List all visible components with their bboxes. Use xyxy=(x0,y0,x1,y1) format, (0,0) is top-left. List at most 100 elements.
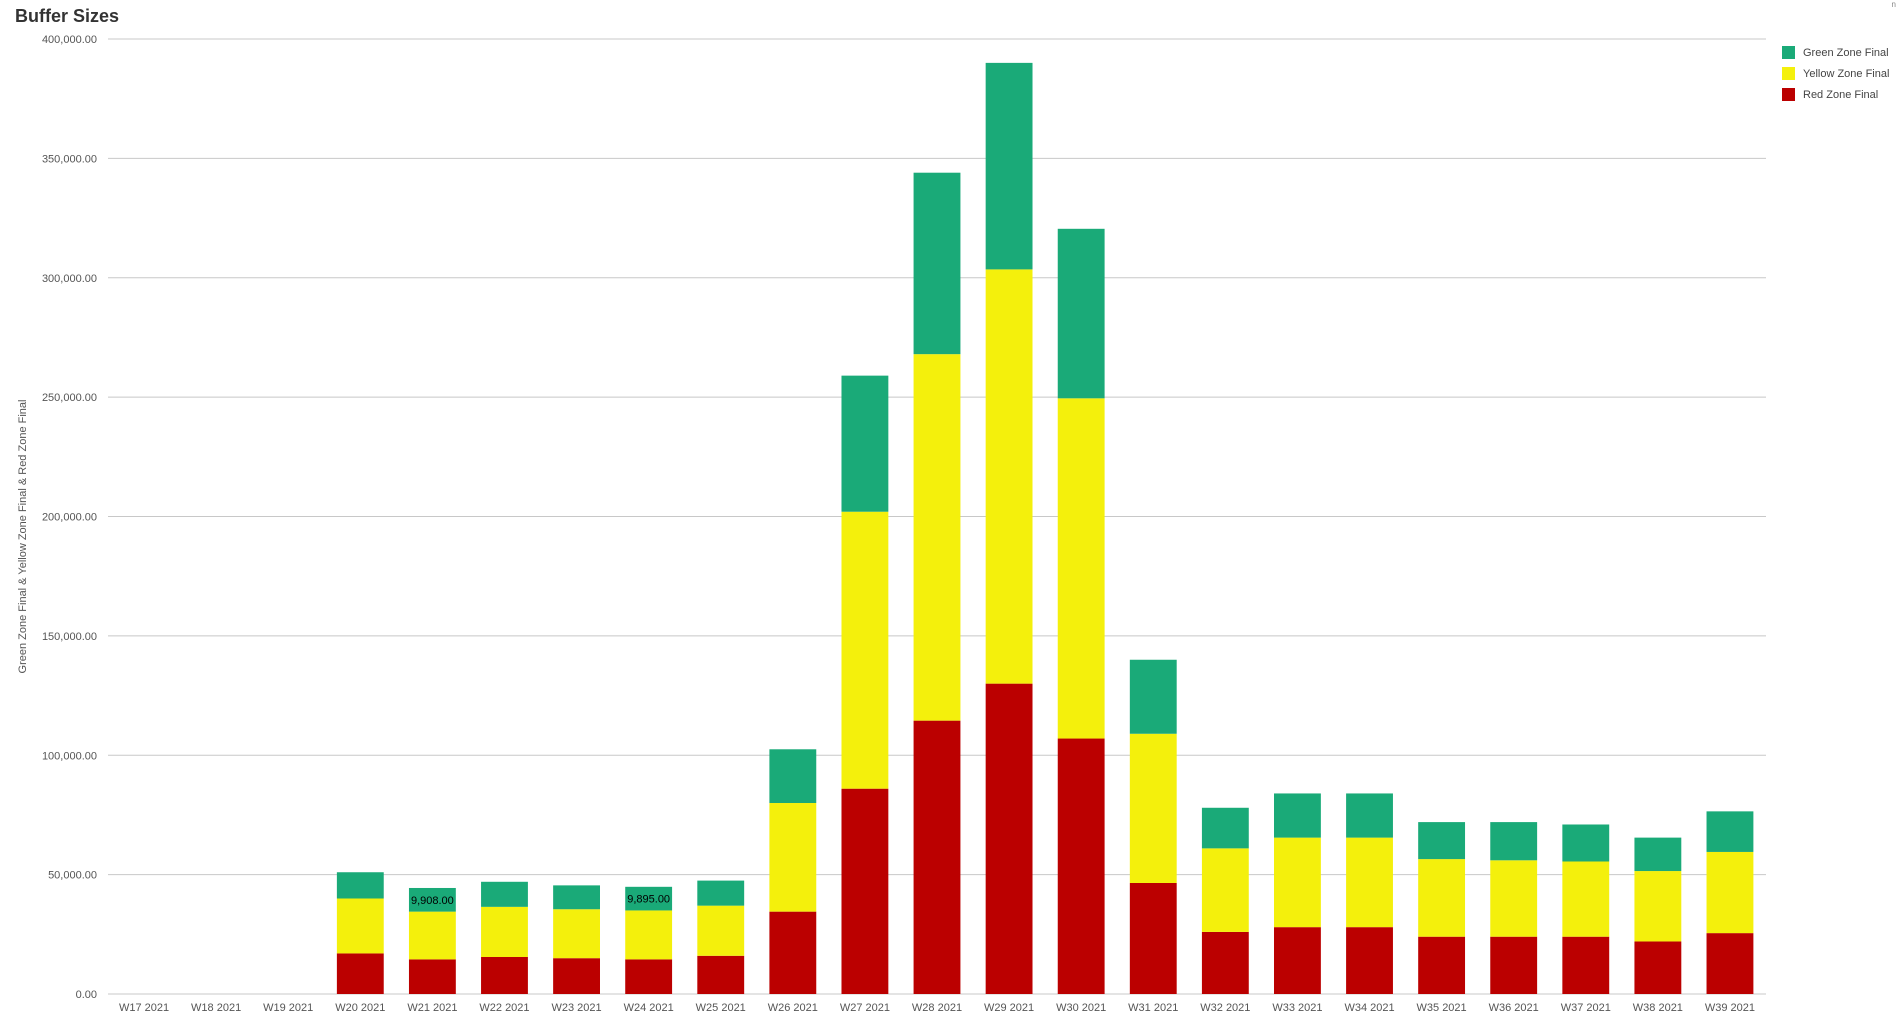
bar-yellow-zone-final-w26-2021[interactable] xyxy=(769,803,817,912)
legend-item-yellow-zone-final[interactable]: Yellow Zone Final xyxy=(1782,63,1889,84)
bar-green-zone-final-w20-2021[interactable] xyxy=(336,872,384,899)
bar-yellow-zone-final-w32-2021[interactable] xyxy=(1201,848,1249,932)
bar-green-zone-final-w38-2021[interactable] xyxy=(1634,837,1682,872)
x-tick-label: W21 2021 xyxy=(407,1002,457,1014)
legend-item-red-zone-final[interactable]: Red Zone Final xyxy=(1782,84,1889,105)
bar-red-zone-final-w30-2021[interactable] xyxy=(1057,738,1105,994)
bar-yellow-zone-final-w25-2021[interactable] xyxy=(697,905,745,956)
bar-green-zone-final-w32-2021[interactable] xyxy=(1201,807,1249,849)
legend-label: Red Zone Final xyxy=(1803,88,1879,101)
bar-yellow-zone-final-w28-2021[interactable] xyxy=(913,354,961,721)
y-tick-label: 300,000.00 xyxy=(42,273,97,285)
bar-red-zone-final-w25-2021[interactable] xyxy=(697,955,745,994)
bar-red-zone-final-w28-2021[interactable] xyxy=(913,720,961,994)
x-tick-label: W18 2021 xyxy=(191,1002,241,1014)
x-tick-label: W17 2021 xyxy=(119,1002,169,1014)
bar-red-zone-final-w27-2021[interactable] xyxy=(841,788,889,994)
bar-yellow-zone-final-w29-2021[interactable] xyxy=(985,269,1033,684)
y-tick-label: 50,000.00 xyxy=(48,870,97,882)
bar-red-zone-final-w36-2021[interactable] xyxy=(1490,936,1538,994)
bar-green-zone-final-w22-2021[interactable] xyxy=(481,881,528,907)
bar-yellow-zone-final-w30-2021[interactable] xyxy=(1057,398,1105,739)
bar-red-zone-final-w23-2021[interactable] xyxy=(553,958,600,994)
x-tick-label: W27 2021 xyxy=(840,1002,890,1014)
bar-yellow-zone-final-w22-2021[interactable] xyxy=(481,906,528,957)
bar-red-zone-final-w26-2021[interactable] xyxy=(769,911,817,994)
x-tick-label: W32 2021 xyxy=(1200,1002,1250,1014)
data-label: 9,908.00 xyxy=(411,895,454,907)
x-tick-label: W24 2021 xyxy=(624,1002,674,1014)
bar-green-zone-final-w21-2021[interactable] xyxy=(408,887,456,912)
bar-red-zone-final-w22-2021[interactable] xyxy=(481,956,528,994)
x-tick-label: W38 2021 xyxy=(1633,1002,1683,1014)
x-tick-label: W20 2021 xyxy=(335,1002,385,1014)
bar-red-zone-final-w24-2021[interactable] xyxy=(625,959,673,994)
bar-yellow-zone-final-w37-2021[interactable] xyxy=(1562,861,1610,937)
bar-red-zone-final-w38-2021[interactable] xyxy=(1634,941,1682,994)
chart-title: Buffer Sizes xyxy=(15,6,120,26)
bar-green-zone-final-w31-2021[interactable] xyxy=(1129,659,1177,734)
bar-green-zone-final-w26-2021[interactable] xyxy=(769,749,817,803)
bar-green-zone-final-w27-2021[interactable] xyxy=(841,375,889,512)
legend-swatch xyxy=(1782,67,1795,80)
x-tick-label: W29 2021 xyxy=(984,1002,1034,1014)
y-tick-label: 400,000.00 xyxy=(42,34,97,46)
bar-yellow-zone-final-w35-2021[interactable] xyxy=(1418,859,1466,937)
bar-yellow-zone-final-w36-2021[interactable] xyxy=(1490,860,1538,937)
x-tick-label: W31 2021 xyxy=(1128,1002,1178,1014)
bar-green-zone-final-w23-2021[interactable] xyxy=(553,885,600,910)
legend[interactable]: Green Zone Final Yellow Zone Final Red Zon… xyxy=(1782,42,1889,105)
legend-label: Yellow Zone Final xyxy=(1803,67,1890,80)
bar-red-zone-final-w20-2021[interactable] xyxy=(336,953,384,994)
bar-red-zone-final-w32-2021[interactable] xyxy=(1201,931,1249,994)
bar-green-zone-final-w24-2021[interactable] xyxy=(625,886,673,911)
bar-red-zone-final-w33-2021[interactable] xyxy=(1274,927,1321,994)
data-label: 9,895.00 xyxy=(627,894,670,906)
bar-red-zone-final-w31-2021[interactable] xyxy=(1129,882,1177,994)
x-tick-label: W22 2021 xyxy=(479,1002,529,1014)
legend-swatch xyxy=(1782,46,1795,59)
bar-red-zone-final-w21-2021[interactable] xyxy=(408,959,456,994)
x-tick-label: W36 2021 xyxy=(1489,1002,1539,1014)
bar-red-zone-final-w35-2021[interactable] xyxy=(1418,936,1466,994)
bar-red-zone-final-w34-2021[interactable] xyxy=(1346,927,1393,994)
x-tick-label: W33 2021 xyxy=(1272,1002,1322,1014)
legend-item-green-zone-final[interactable]: Green Zone Final xyxy=(1782,42,1889,63)
bar-yellow-zone-final-w23-2021[interactable] xyxy=(553,909,600,959)
y-tick-label: 200,000.00 xyxy=(42,512,97,524)
bar-yellow-zone-final-w34-2021[interactable] xyxy=(1346,837,1393,928)
bar-layer xyxy=(336,62,1754,994)
bar-green-zone-final-w34-2021[interactable] xyxy=(1346,793,1393,838)
bar-red-zone-final-w37-2021[interactable] xyxy=(1562,936,1610,994)
label-layer: 9,908.00 9,895.00 xyxy=(411,894,670,907)
bar-green-zone-final-w25-2021[interactable] xyxy=(697,880,745,906)
y-tick-label: 150,000.00 xyxy=(42,631,97,643)
bar-yellow-zone-final-w24-2021[interactable] xyxy=(625,910,673,960)
bar-yellow-zone-final-w21-2021[interactable] xyxy=(408,911,456,960)
bar-green-zone-final-w28-2021[interactable] xyxy=(913,172,961,355)
bar-yellow-zone-final-w39-2021[interactable] xyxy=(1706,851,1754,934)
bar-red-zone-final-w39-2021[interactable] xyxy=(1706,933,1754,994)
x-tick-label: W19 2021 xyxy=(263,1002,313,1014)
y-axis-title: Green Zone Final & Yellow Zone Final & R… xyxy=(17,400,29,674)
x-tick-label: W25 2021 xyxy=(696,1002,746,1014)
bar-green-zone-final-w39-2021[interactable] xyxy=(1706,811,1754,852)
bar-yellow-zone-final-w31-2021[interactable] xyxy=(1129,733,1177,883)
bar-green-zone-final-w35-2021[interactable] xyxy=(1418,822,1466,860)
x-tick-label: W30 2021 xyxy=(1056,1002,1106,1014)
bar-yellow-zone-final-w20-2021[interactable] xyxy=(336,898,384,954)
axis-layer: 0.00 50,000.00 100,000.00 150,000.00 200,000… xyxy=(17,34,1755,1014)
bar-yellow-zone-final-w27-2021[interactable] xyxy=(841,511,889,789)
bar-green-zone-final-w33-2021[interactable] xyxy=(1274,793,1321,838)
bar-green-zone-final-w29-2021[interactable] xyxy=(985,62,1033,270)
y-tick-label: 0.00 xyxy=(76,989,97,1001)
bar-yellow-zone-final-w38-2021[interactable] xyxy=(1634,871,1682,942)
bar-yellow-zone-final-w33-2021[interactable] xyxy=(1274,837,1321,928)
bar-green-zone-final-w36-2021[interactable] xyxy=(1490,822,1538,861)
legend-label: Green Zone Final xyxy=(1803,46,1889,59)
bar-red-zone-final-w29-2021[interactable] xyxy=(985,683,1033,994)
x-tick-label: W26 2021 xyxy=(768,1002,818,1014)
bar-green-zone-final-w30-2021[interactable] xyxy=(1057,228,1105,399)
bar-green-zone-final-w37-2021[interactable] xyxy=(1562,824,1610,862)
x-tick-label: W28 2021 xyxy=(912,1002,962,1014)
